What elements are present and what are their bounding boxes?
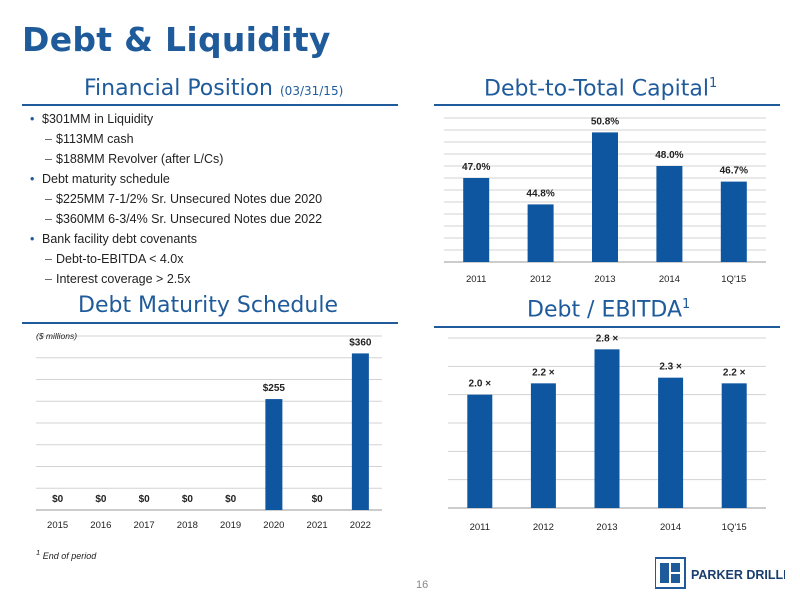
financial-position-list: $301MM in Liquidity$113MM cash$188MM Rev… <box>26 109 396 289</box>
data-label: 2.2 × <box>532 367 555 378</box>
footnote: 1 End of period <box>36 548 96 561</box>
ebitda-title: Debt / EBITDA <box>527 297 682 323</box>
ebitda-chart: 2.0 × 2011 2.2 × 2012 2.8 × 2013 2.3 × 2014 2.2 … <box>448 333 766 533</box>
financial-position-title: Financial Position <box>84 76 273 101</box>
category-label: 2017 <box>134 520 155 531</box>
data-label: 44.8% <box>526 188 554 199</box>
bar <box>720 181 747 262</box>
maturity-chart: $0 2015 $0 2016 $0 2017 $0 2018 $0 2019 $255 2020 $0… <box>36 331 382 531</box>
maturity-title: Debt Maturity Schedule <box>78 293 338 318</box>
category-label: 1Q'15 <box>722 522 747 533</box>
ebitda-rule <box>434 326 780 328</box>
data-label: 2.3 × <box>659 362 682 373</box>
bullet-item: Bank facility debt covenants <box>26 229 396 249</box>
maturity-rule <box>22 322 398 324</box>
debt-to-cap-heading: Debt-to-Total Capital1 <box>484 76 717 101</box>
data-label: 48.0% <box>655 150 683 161</box>
category-label: 2012 <box>530 274 551 285</box>
data-label: 2.2 × <box>723 367 746 378</box>
parker-drilling-logo: PARKER DRILLING <box>654 556 800 590</box>
bar <box>265 399 283 510</box>
category-label: 2013 <box>596 522 617 533</box>
bar <box>463 178 490 262</box>
data-label: 2.0 × <box>469 379 492 390</box>
bar <box>592 132 618 262</box>
data-label: $0 <box>139 494 151 505</box>
page-number: 16 <box>416 579 429 591</box>
bar <box>658 377 684 508</box>
category-label: 2019 <box>220 520 241 531</box>
logo-text: PARKER DRILLING <box>691 568 785 582</box>
bar <box>721 383 747 508</box>
bar <box>351 353 369 510</box>
category-label: 2013 <box>594 274 615 285</box>
financial-position-heading: Financial Position (03/31/15) <box>84 76 343 101</box>
bullet-item: $301MM in Liquidity <box>26 109 396 129</box>
page-title: Debt & Liquidity <box>22 20 331 59</box>
category-label: 2014 <box>660 522 681 533</box>
maturity-heading: Debt Maturity Schedule <box>78 293 338 318</box>
data-label: $0 <box>182 494 194 505</box>
bar <box>656 166 683 262</box>
category-label: 2015 <box>47 520 68 531</box>
bar <box>594 349 620 508</box>
debt-to-cap-chart: 47.0% 2011 44.8% 2012 50.8% 2013 48.0% 2014 46.7… <box>444 116 766 285</box>
data-label: $0 <box>52 494 64 505</box>
sub-bullet-item: $225MM 7-1/2% Sr. Unsecured Notes due 20… <box>26 189 396 209</box>
debt-to-cap-title: Debt-to-Total Capital <box>484 76 709 102</box>
data-label: 50.8% <box>591 116 619 127</box>
sub-bullet-item: Debt-to-EBITDA < 4.0x <box>26 249 396 269</box>
data-label: $255 <box>263 383 286 394</box>
sub-bullet-item: $188MM Revolver (after L/Cs) <box>26 149 396 169</box>
sub-bullet-item: Interest coverage > 2.5x <box>26 269 396 289</box>
bullet-item: Debt maturity schedule <box>26 169 396 189</box>
bar <box>467 394 493 508</box>
debt-to-cap-footnote-mark: 1 <box>708 76 718 91</box>
sub-bullet-item: $360MM 6-3/4% Sr. Unsecured Notes due 20… <box>26 209 396 229</box>
category-label: 2011 <box>470 522 490 533</box>
ebitda-footnote-mark: 1 <box>682 297 691 312</box>
as-of-date: (03/31/15) <box>280 84 344 98</box>
category-label: 2020 <box>263 520 284 531</box>
sub-bullet-item: $113MM cash <box>26 129 396 149</box>
financial-position-rule <box>22 104 398 106</box>
bar <box>527 204 554 262</box>
logo-mark: PARKER DRILLING <box>654 557 800 589</box>
data-label: 2.8 × <box>596 333 619 344</box>
category-label: 2022 <box>350 520 371 531</box>
data-label: $0 <box>225 494 237 505</box>
category-label: 2021 <box>307 520 328 531</box>
ebitda-heading: Debt / EBITDA1 <box>527 297 690 322</box>
footnote-text: End of period <box>42 551 97 561</box>
data-label: $0 <box>312 494 324 505</box>
category-label: 2012 <box>533 522 554 533</box>
category-label: 1Q'15 <box>721 274 746 285</box>
data-label: $360 <box>349 337 372 348</box>
bar <box>530 383 556 508</box>
category-label: 2011 <box>466 274 486 285</box>
footnote-mark: 1 <box>36 548 41 557</box>
data-label: 46.7% <box>720 166 748 177</box>
data-label: 47.0% <box>462 162 490 173</box>
debt-to-cap-rule <box>434 104 780 106</box>
category-label: 2016 <box>90 520 111 531</box>
category-label: 2018 <box>177 520 198 531</box>
category-label: 2014 <box>659 274 680 285</box>
data-label: $0 <box>95 494 107 505</box>
unit-note: ($ millions) <box>36 331 77 341</box>
